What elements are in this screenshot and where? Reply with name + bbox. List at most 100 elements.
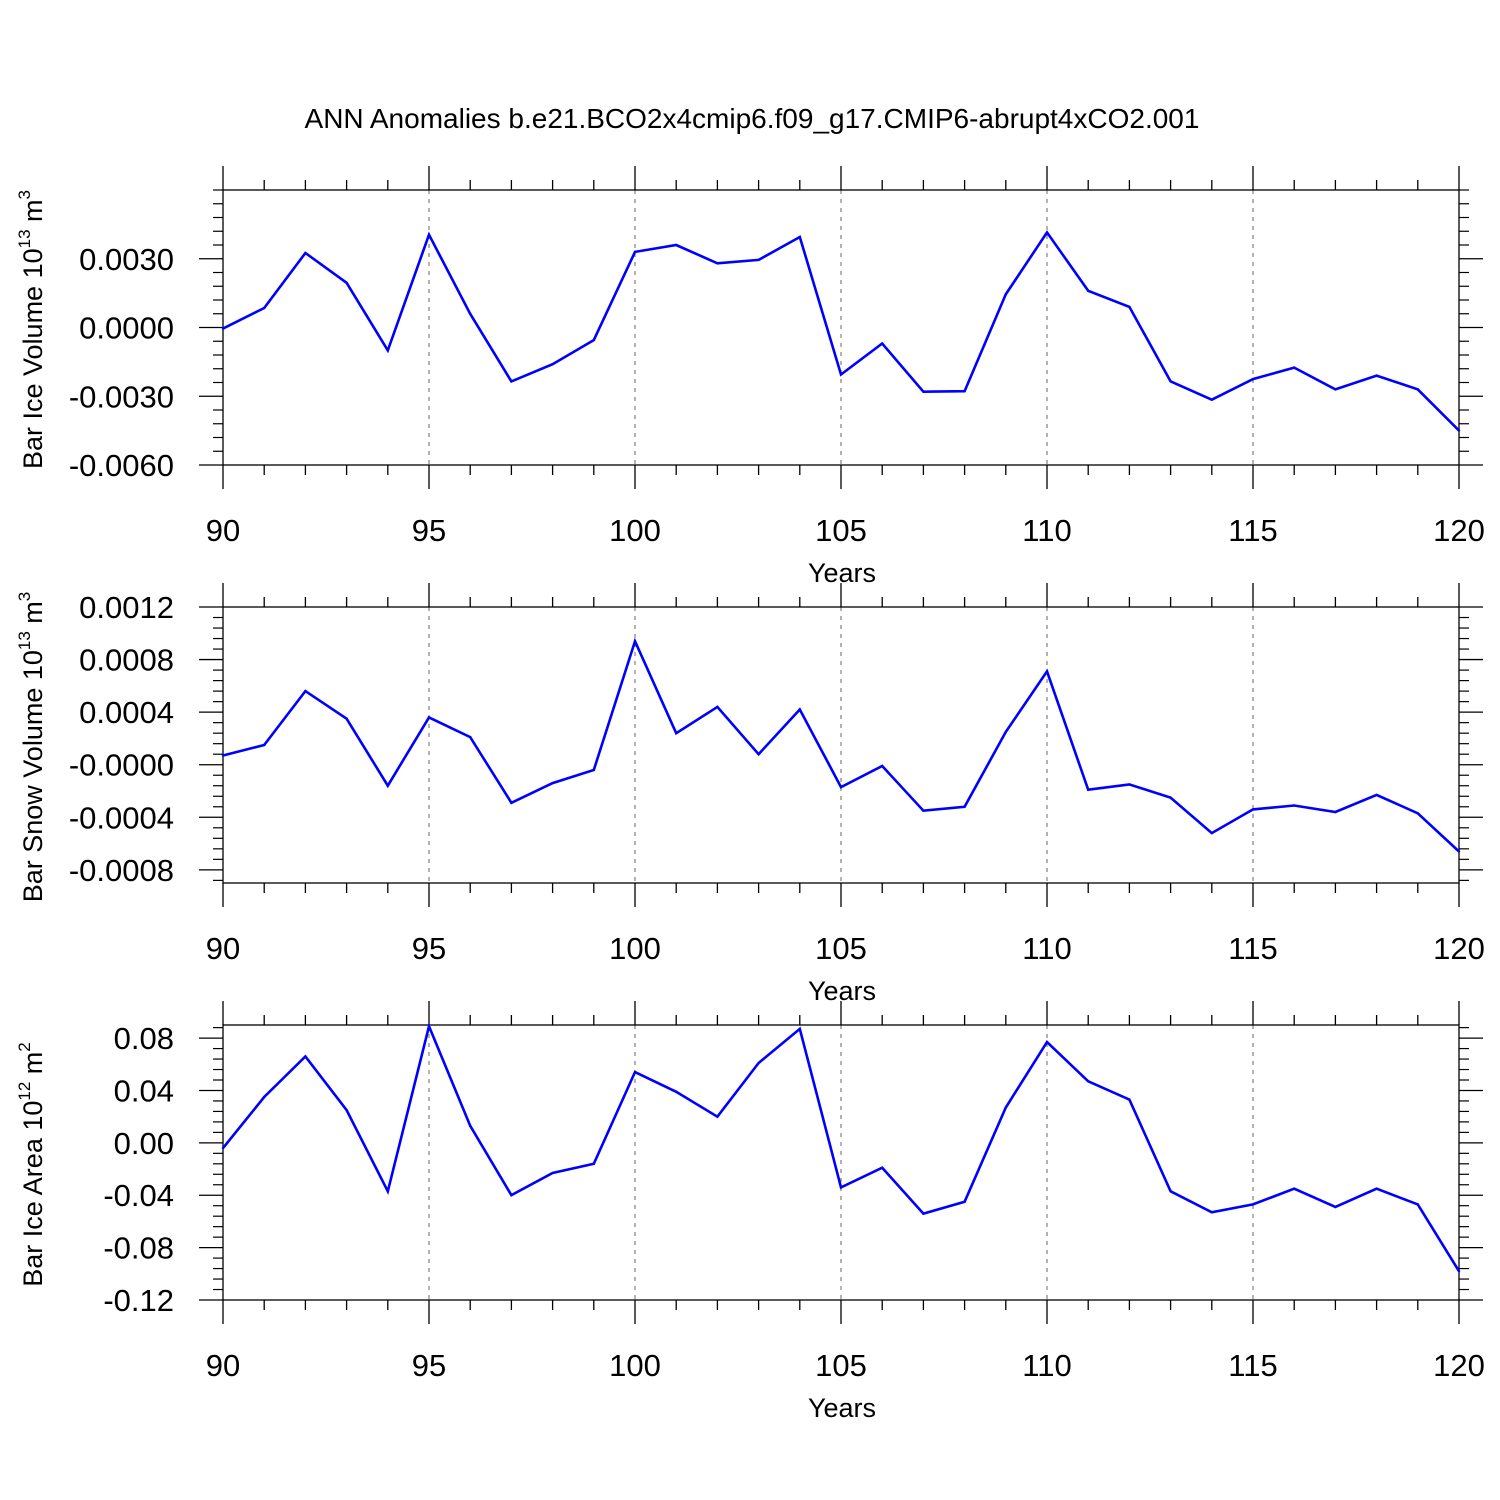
data-point	[345, 717, 348, 720]
y-tick-label: -0.0060	[69, 448, 174, 483]
x-tick-label: 105	[815, 1348, 867, 1383]
y-tick-label: -0.0008	[69, 853, 174, 888]
data-point	[1169, 380, 1172, 383]
data-point	[221, 1146, 225, 1150]
data-point	[304, 689, 307, 693]
data-point	[263, 743, 266, 747]
data-point	[551, 781, 554, 785]
data-point	[427, 233, 431, 236]
data-point	[1457, 429, 1461, 432]
data-point	[1457, 1269, 1461, 1273]
x-tick-label: 115	[1228, 931, 1277, 966]
x-tick-label: 95	[412, 931, 446, 966]
data-point	[345, 1108, 348, 1112]
data-point	[1416, 1203, 1420, 1206]
data-point	[469, 312, 472, 315]
data-point	[675, 243, 678, 247]
data-point	[1004, 730, 1007, 734]
data-point	[1375, 793, 1378, 797]
data-point	[1251, 808, 1255, 811]
data-point	[633, 250, 637, 254]
x-tick-label: 100	[609, 931, 661, 966]
x-tick-label: 95	[412, 1348, 446, 1383]
x-axis-label: Years	[808, 976, 876, 1006]
data-point	[386, 1190, 389, 1193]
x-tick-label: 105	[815, 931, 867, 966]
data-point	[427, 1025, 431, 1028]
y-tick-label: -0.0000	[69, 748, 174, 783]
data-point	[1004, 1106, 1007, 1109]
x-tick-label: 90	[206, 1348, 240, 1383]
data-point	[1087, 289, 1090, 293]
data-point	[716, 1115, 719, 1118]
data-point	[1210, 831, 1214, 835]
x-tick-label: 110	[1022, 513, 1071, 548]
data-point	[304, 1055, 307, 1058]
data-point	[1375, 374, 1378, 377]
data-point	[798, 235, 801, 239]
data-point	[675, 1090, 678, 1093]
x-tick-label: 115	[1228, 513, 1277, 548]
data-point	[469, 1124, 472, 1128]
data-point	[716, 705, 719, 709]
x-tick-label: 120	[1433, 1348, 1485, 1383]
data-point	[1251, 1203, 1255, 1206]
data-point	[1293, 1187, 1296, 1190]
data-point	[881, 764, 884, 768]
data-point	[798, 1027, 801, 1031]
x-tick-label: 110	[1022, 931, 1071, 966]
x-tick-label: 120	[1433, 931, 1485, 966]
data-point	[1045, 670, 1049, 673]
data-point	[798, 708, 801, 711]
x-tick-label: 90	[206, 931, 240, 966]
y-tick-label: -0.12	[103, 1283, 174, 1318]
data-point	[1210, 398, 1214, 401]
data-point	[922, 390, 925, 393]
data-point	[963, 805, 966, 808]
data-point	[1128, 783, 1131, 786]
x-tick-label: 100	[609, 1348, 661, 1383]
x-tick-label: 100	[609, 513, 661, 548]
data-point	[757, 753, 760, 756]
y-tick-label: -0.0004	[69, 800, 174, 835]
data-point	[1251, 377, 1255, 381]
data-point	[922, 809, 925, 812]
data-point	[345, 281, 348, 285]
y-tick-label: 0.00	[114, 1126, 174, 1161]
data-point	[633, 1070, 637, 1074]
data-point	[1334, 810, 1337, 814]
data-point	[1128, 1098, 1131, 1101]
data-point	[1045, 1040, 1049, 1044]
data-point	[1087, 1080, 1090, 1083]
data-point	[963, 1200, 966, 1203]
data-point	[1004, 293, 1007, 296]
data-point	[592, 1162, 595, 1166]
data-point	[1169, 1190, 1172, 1193]
data-point	[386, 349, 389, 352]
data-point	[1293, 366, 1296, 369]
data-point	[1210, 1211, 1214, 1214]
y-axis-label: Bar Snow Volume 1013 m3	[15, 592, 48, 903]
data-point	[881, 1166, 884, 1169]
data-point	[922, 1212, 925, 1215]
data-point	[386, 784, 389, 787]
panel-3: -0.12 -0.08 -0.04 0.00 0.04 0.08 90 95 100 105 110…	[15, 1001, 1485, 1423]
data-point	[304, 251, 307, 255]
x-tick-label: 105	[815, 513, 867, 548]
panel-2: -0.0008 -0.0004 -0.0000 0.0004 0.0008 0.0012 9…	[15, 583, 1485, 1006]
data-point	[1416, 388, 1420, 391]
x-tick-label: 95	[412, 513, 446, 548]
data-point	[551, 1171, 554, 1175]
data-point	[839, 373, 843, 376]
x-tick-label: 90	[206, 513, 240, 548]
data-point	[592, 768, 595, 772]
data-point	[263, 1095, 266, 1099]
data-point	[221, 327, 225, 330]
y-tick-label: 0.0030	[79, 242, 174, 277]
data-point	[675, 731, 678, 735]
panel-1: -0.0060 -0.0030 0.0000 0.0030 90 95 100 105 110 1…	[15, 166, 1485, 588]
data-point	[1128, 305, 1131, 309]
data-point	[1293, 804, 1296, 807]
data-point	[963, 390, 966, 393]
